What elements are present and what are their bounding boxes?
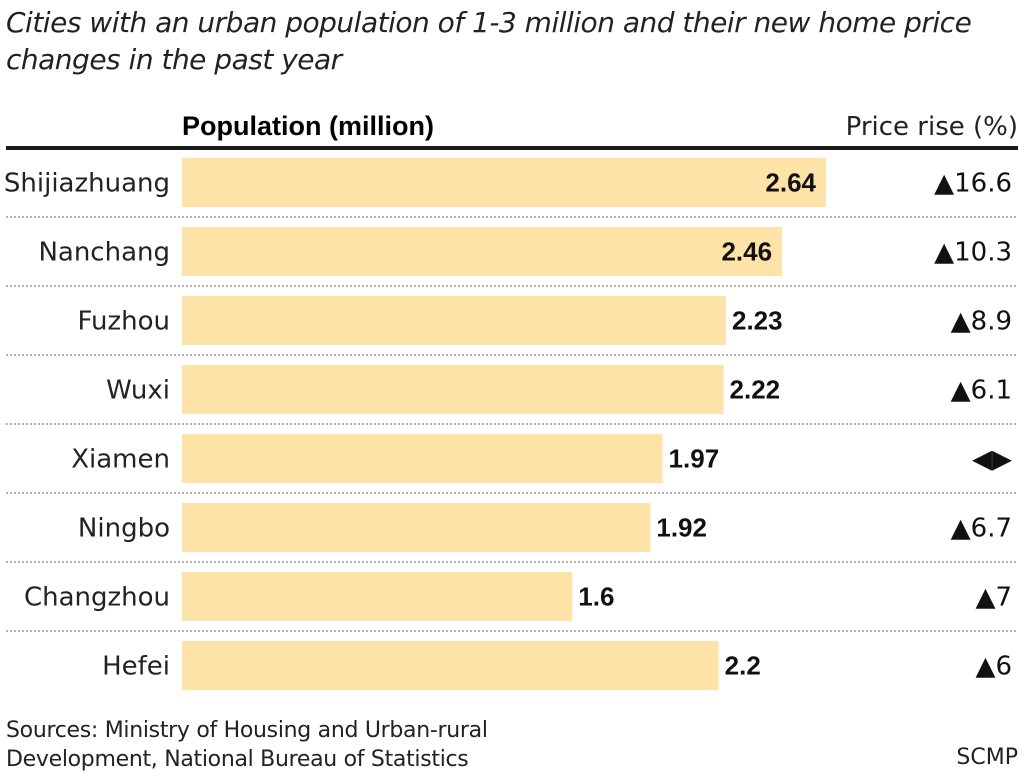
category-label: Nanchang: [38, 238, 170, 268]
category-label: Ningbo: [78, 514, 170, 544]
category-label: Shijiazhuang: [4, 169, 170, 199]
value-label: 2.22: [730, 375, 781, 405]
value-label: 1.92: [656, 513, 707, 543]
bar: [182, 572, 573, 621]
chart-title: Cities with an urban population of 1-3 m…: [6, 6, 972, 76]
credit: SCMP: [956, 745, 1018, 770]
price-rise-label: ▲16.6: [934, 169, 1012, 199]
value-label: 2.64: [765, 168, 816, 198]
price-rise-label: ◀▶: [972, 445, 1012, 475]
sources-line: Sources: Ministry of Housing and Urban-r…: [6, 718, 488, 743]
category-label: Wuxi: [106, 376, 170, 406]
price-rise-label: ▲6.7: [951, 514, 1012, 544]
price-header: Price rise (%): [846, 112, 1018, 142]
sources-note: Sources: Ministry of Housing and Urban-r…: [6, 716, 488, 774]
bar: [182, 365, 724, 414]
value-label: 1.6: [578, 582, 614, 612]
bar: [182, 227, 783, 276]
category-label: Fuzhou: [77, 307, 170, 337]
bar: [182, 641, 719, 690]
bar: [182, 503, 651, 552]
bar: [182, 434, 663, 483]
price-rise-label: ▲8.9: [951, 307, 1012, 337]
price-rise-label: ▲10.3: [934, 238, 1012, 268]
population-header: Population (million): [182, 111, 434, 141]
value-label: 2.46: [721, 237, 772, 267]
value-label: 2.23: [732, 306, 783, 336]
sources-line: Development, National Bureau of Statisti…: [6, 747, 469, 772]
bar: [182, 296, 726, 345]
price-rise-label: ▲6: [975, 652, 1012, 682]
price-rise-label: ▲6.1: [951, 376, 1012, 406]
price-rise-label: ▲7: [975, 583, 1012, 613]
category-label: Hefei: [102, 652, 170, 682]
category-label: Xiamen: [71, 445, 170, 475]
value-label: 2.2: [725, 651, 761, 681]
category-label: Changzhou: [24, 583, 170, 613]
value-label: 1.97: [669, 444, 720, 474]
bar: [182, 158, 826, 207]
header-rule: [6, 146, 1018, 150]
